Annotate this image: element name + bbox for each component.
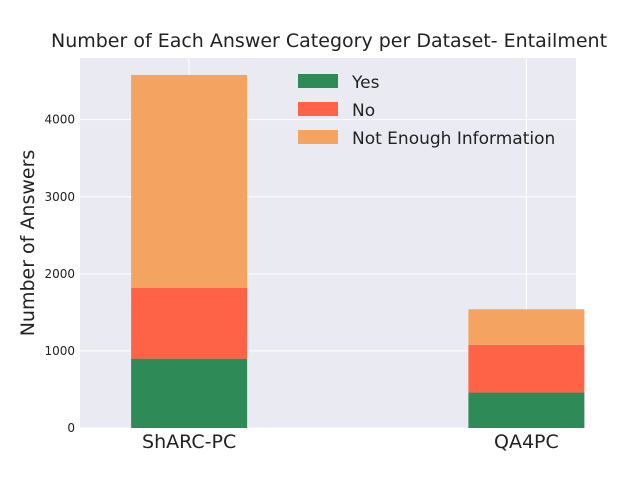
legend-swatch bbox=[298, 74, 338, 88]
bar-yes-1 bbox=[468, 392, 585, 428]
y-tick-label: 4000 bbox=[44, 113, 75, 127]
y-tick-label: 1000 bbox=[44, 344, 75, 358]
x-tick-label: ShARC-PC bbox=[142, 431, 236, 453]
y-tick-label: 0 bbox=[67, 421, 75, 435]
x-tick-label: QA4PC bbox=[494, 431, 559, 453]
chart-title: Number of Each Answer Category per Datas… bbox=[50, 30, 608, 52]
y-tick-label: 3000 bbox=[44, 190, 75, 204]
legend-label: Not Enough Information bbox=[352, 129, 555, 149]
bar-yes-0 bbox=[131, 358, 248, 428]
legend-label: Yes bbox=[351, 73, 380, 93]
legend-swatch bbox=[298, 102, 338, 116]
bar-no-1 bbox=[468, 344, 585, 393]
legend-label: No bbox=[352, 101, 375, 121]
bar-no-0 bbox=[131, 287, 248, 359]
legend: Yes No Not Enough Information bbox=[298, 73, 555, 149]
legend-swatch bbox=[298, 130, 338, 144]
y-tick-labels: 0 1000 2000 3000 4000 bbox=[44, 113, 75, 435]
bars bbox=[131, 74, 585, 428]
y-tick-label: 2000 bbox=[44, 267, 75, 281]
bar-not-enough-information-1 bbox=[468, 309, 585, 345]
x-tick-labels: ShARC-PC QA4PC bbox=[142, 431, 559, 453]
bar-not-enough-information-0 bbox=[131, 74, 248, 288]
